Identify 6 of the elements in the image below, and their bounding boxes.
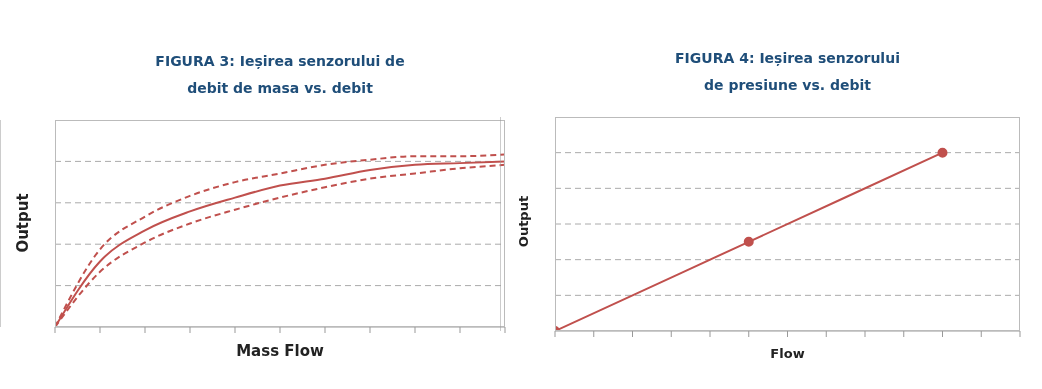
chart-title: FIGURA 3: Ieșirea senzorului de debit de masa vs. debit [154,52,406,98]
x-axis-title: Mass Flow [235,342,325,360]
y-axis-title: Output [515,194,531,250]
y-axis-title: Output [14,191,32,255]
chart-title: FIGURA 4: Ieșirea senzorului de presiune vs. debit [674,49,901,95]
x-axis-title: Flow [769,346,806,361]
